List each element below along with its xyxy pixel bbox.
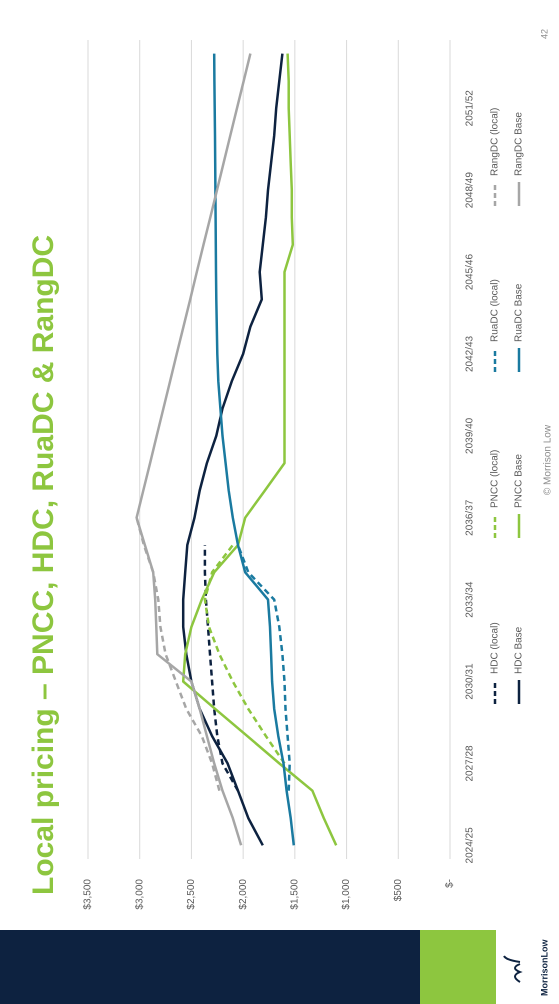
series-line [181,53,338,846]
x-tick-label: 2030/31 [465,663,476,700]
legend-label: PNCC (local) [490,450,501,508]
x-tick-label: 2051/52 [465,90,476,127]
series-line [236,544,291,791]
y-tick-label: $- [445,879,456,888]
y-tick-label: $3,000 [134,879,145,910]
y-tick-label: $500 [393,879,404,902]
side-bar-lime [420,930,496,1004]
series-line [135,53,252,846]
footer: © Morrison Low [543,424,554,495]
legend-label: RangDC Base [514,112,525,176]
legend-label: PNCC Base [514,454,525,508]
y-tick-label: $1,000 [341,879,352,910]
y-tick-label: $2,000 [238,879,249,910]
y-tick-label: $3,500 [83,879,94,910]
x-tick-label: 2024/25 [465,827,476,864]
side-bar-navy [0,930,420,1004]
chart-title: Local pricing – PNCC, HDC, RuaDC & RangD… [27,235,60,895]
legend-label: HDC (local) [490,622,501,674]
legend-label: RangDC (local) [490,108,501,176]
x-tick-label: 2036/37 [465,499,476,536]
x-tick-label: 2048/49 [465,172,476,209]
legend-label: RuaDC (local) [490,279,501,342]
x-tick-label: 2027/28 [465,745,476,782]
logo-text: MorrisonLow [539,939,549,996]
logo-mark [503,955,523,983]
series-line [212,53,296,846]
x-tick-label: 2042/43 [465,335,476,372]
y-tick-label: $1,500 [289,879,300,910]
x-tick-label: 2045/46 [465,254,476,291]
y-tick-label: $2,500 [186,879,197,910]
page-number: 42 [539,29,549,39]
legend-label: RuaDC Base [514,283,525,342]
x-tick-label: 2039/40 [465,417,476,454]
x-tick-label: 2033/34 [465,581,476,618]
legend-label: HDC Base [514,626,525,674]
